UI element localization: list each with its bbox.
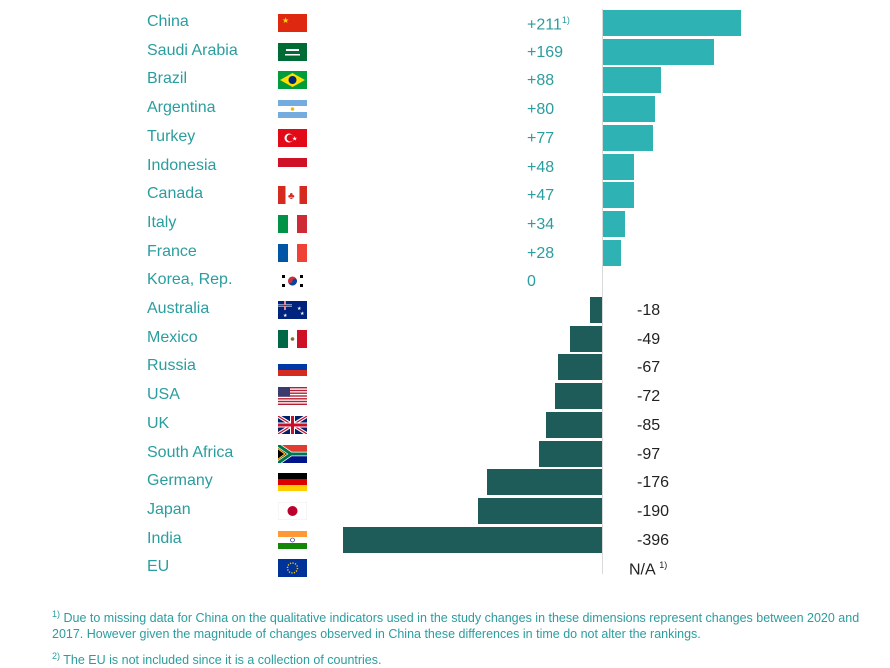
zero-axis <box>602 9 603 574</box>
footnote-2-mark: 2) <box>52 651 61 661</box>
bar-canada <box>603 182 634 209</box>
value-label-korea-rep: 0 <box>527 273 536 291</box>
svg-text:★: ★ <box>283 313 288 319</box>
country-label-italy: Italy <box>147 213 177 231</box>
bar-italy <box>603 210 626 237</box>
value-label-turkey: +77 <box>527 129 555 147</box>
country-label-india: India <box>147 529 182 547</box>
bar-russia <box>558 354 602 381</box>
country-label-indonesia: Indonesia <box>147 156 217 174</box>
value-label-mexico: -49 <box>637 330 661 348</box>
flag-india-icon <box>278 530 307 549</box>
footnote-1-mark: 1) <box>52 609 61 619</box>
country-label-usa: USA <box>147 386 180 404</box>
country-label-uk: UK <box>147 414 170 432</box>
flag-australia-icon: ★ ★ ★ <box>278 301 307 319</box>
value-label-argentina: +80 <box>527 101 555 119</box>
country-label-australia: Australia <box>147 300 210 317</box>
bar-uk <box>546 411 602 438</box>
value-label-germany: -176 <box>637 474 670 492</box>
value-label-saudi-arabia: +169 <box>527 43 564 61</box>
footnote-ref-eu: 1) <box>659 560 668 571</box>
value-label-uk: -85 <box>637 416 661 434</box>
flag-south-africa-icon <box>278 444 307 463</box>
svg-text:★: ★ <box>292 135 297 142</box>
value-label-china: +2111) <box>527 15 570 34</box>
flag-indonesia-icon <box>278 157 307 176</box>
flag-japan-icon <box>278 501 307 520</box>
country-label-france: France <box>147 242 197 260</box>
country-label-germany: Germany <box>147 472 213 490</box>
value-label-india: -396 <box>637 531 670 549</box>
bar-germany <box>486 469 602 496</box>
country-label-south-africa: South Africa <box>147 443 234 461</box>
flag-mexico-icon <box>278 329 307 348</box>
bar-usa <box>554 383 602 410</box>
bar-brazil <box>603 67 661 94</box>
bar-argentina <box>603 96 656 123</box>
footnote-1: 1) Due to missing data for China on the … <box>52 606 872 642</box>
svg-text:♣: ♣ <box>288 191 295 202</box>
bar-mexico <box>569 325 602 352</box>
bar-indonesia <box>603 153 635 180</box>
svg-text:★: ★ <box>297 306 302 312</box>
country-label-argentina: Argentina <box>147 99 216 117</box>
country-label-saudi-arabia: Saudi Arabia <box>147 41 238 59</box>
flag-france-icon <box>278 243 307 262</box>
bar-australia <box>590 297 602 323</box>
value-label-canada: +47 <box>527 187 555 205</box>
bar-saudi-arabia <box>603 38 714 65</box>
bar-france <box>603 239 622 266</box>
value-label-japan: -190 <box>637 502 670 520</box>
value-label-italy: +34 <box>527 215 555 233</box>
country-label-eu: EU <box>147 558 170 576</box>
flag-saudi-arabia-icon <box>278 42 307 61</box>
flag-italy-icon <box>278 214 307 233</box>
value-label-usa: -72 <box>637 388 661 406</box>
flag-korea-rep-icon <box>278 272 307 291</box>
bar-japan <box>477 497 602 524</box>
country-label-canada: Canada <box>147 185 204 203</box>
country-label-korea-rep: Korea, Rep. <box>147 271 233 289</box>
flag-argentina-icon <box>278 100 307 119</box>
country-label-japan: Japan <box>147 500 191 518</box>
flag-brazil-icon <box>278 71 307 90</box>
value-label-russia: -67 <box>637 359 661 377</box>
bar-china <box>603 10 741 36</box>
value-label-indonesia: +48 <box>527 158 555 176</box>
flag-canada-icon: ♣ <box>278 186 307 205</box>
footnote-2: 2) The EU is not included since it is a … <box>52 648 872 668</box>
bar-india <box>343 526 602 553</box>
flag-eu-icon <box>278 559 307 578</box>
svg-text:★: ★ <box>300 311 305 317</box>
value-label-france: +28 <box>527 244 555 262</box>
flag-usa-icon <box>278 387 307 406</box>
country-label-mexico: Mexico <box>147 328 198 346</box>
footnote-1-text: Due to missing data for China on the qua… <box>52 611 860 642</box>
country-label-brazil: Brazil <box>147 70 188 88</box>
bar-turkey <box>603 124 654 151</box>
value-label-brazil: +88 <box>527 72 555 90</box>
bar-south-africa <box>538 440 602 467</box>
value-label-australia: -18 <box>637 302 661 319</box>
value-label-south-africa: -97 <box>637 445 661 463</box>
flag-turkey-icon: ★ <box>278 128 307 147</box>
country-label-china: China <box>147 13 189 30</box>
flag-germany-icon <box>278 473 307 492</box>
flag-china-icon: ★ <box>278 14 307 32</box>
country-label-russia: Russia <box>147 357 196 375</box>
value-label-eu: N/A 1) <box>629 560 668 579</box>
flag-russia-icon <box>278 358 307 377</box>
country-label-turkey: Turkey <box>147 127 196 145</box>
footnote-ref-china: 1) <box>561 15 570 25</box>
footnote-2-text: The EU is not included since it is a col… <box>63 653 382 668</box>
svg-text:★: ★ <box>282 16 289 25</box>
flag-uk-icon <box>278 415 307 434</box>
